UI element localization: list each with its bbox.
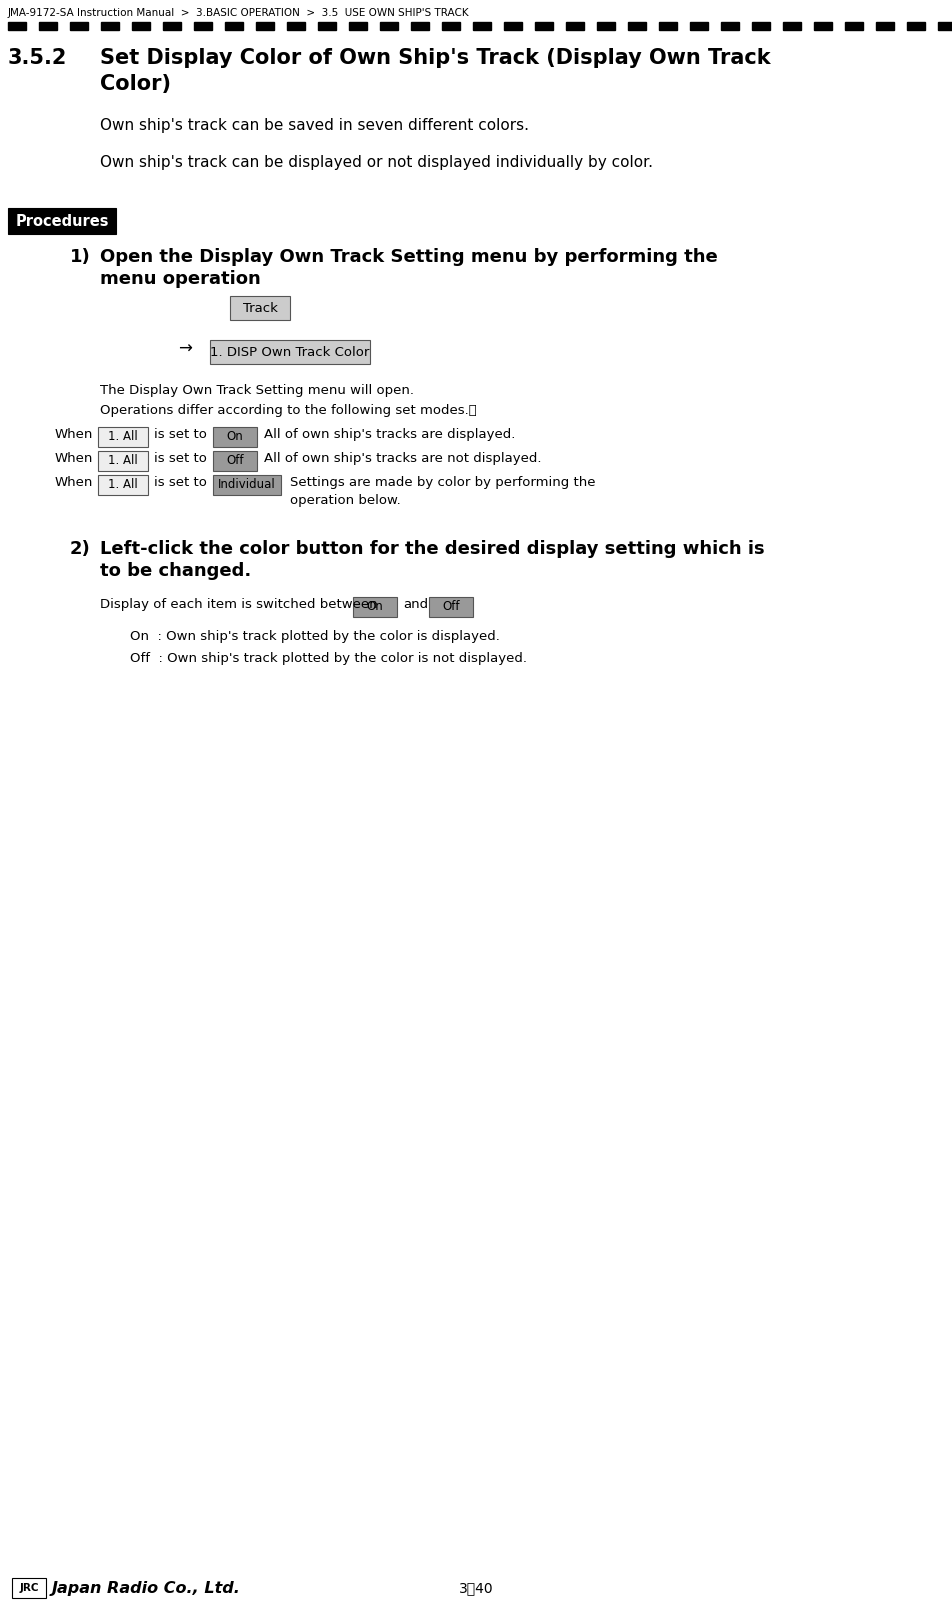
Bar [690, 23, 708, 31]
Bar [39, 23, 57, 31]
Text: Off: Off [443, 601, 460, 614]
Text: and: and [403, 598, 428, 611]
Text: All of own ship's tracks are not displayed.: All of own ship's tracks are not display… [264, 452, 542, 465]
Bar [225, 23, 243, 31]
Bar [938, 23, 952, 31]
Bar [318, 23, 336, 31]
Text: menu operation: menu operation [100, 271, 261, 288]
Bar [380, 23, 398, 31]
Bar [504, 23, 522, 31]
Text: 2): 2) [70, 539, 90, 557]
Text: 1. All: 1. All [109, 455, 138, 468]
Bar [349, 23, 367, 31]
Text: On: On [367, 601, 384, 614]
Bar [287, 23, 305, 31]
Text: Color): Color) [100, 75, 171, 94]
FancyBboxPatch shape [213, 450, 257, 471]
Text: Japan Radio Co., Ltd.: Japan Radio Co., Ltd. [52, 1581, 241, 1596]
FancyBboxPatch shape [429, 598, 473, 617]
FancyBboxPatch shape [210, 340, 370, 364]
Text: 1. DISP Own Track Color: 1. DISP Own Track Color [210, 345, 369, 358]
Text: 1): 1) [70, 248, 90, 266]
Bar [132, 23, 150, 31]
Bar [163, 23, 181, 31]
Text: Settings are made by color by performing the: Settings are made by color by performing… [290, 476, 596, 489]
Text: Own ship's track can be saved in seven different colors.: Own ship's track can be saved in seven d… [100, 118, 529, 133]
Bar [256, 23, 274, 31]
Text: The Display Own Track Setting menu will open.: The Display Own Track Setting menu will … [100, 384, 414, 397]
Bar [70, 23, 88, 31]
FancyBboxPatch shape [213, 428, 257, 447]
Text: Own ship's track can be displayed or not displayed individually by color.: Own ship's track can be displayed or not… [100, 156, 653, 170]
Bar [628, 23, 646, 31]
Bar [8, 23, 26, 31]
Text: 3.5.2: 3.5.2 [8, 49, 68, 68]
Text: 3－40: 3－40 [459, 1581, 493, 1596]
Bar [752, 23, 770, 31]
Bar [597, 23, 615, 31]
FancyBboxPatch shape [213, 475, 281, 496]
Text: JRC: JRC [19, 1583, 39, 1592]
Text: On: On [227, 431, 244, 444]
Bar [566, 23, 584, 31]
Text: 1. All: 1. All [109, 478, 138, 491]
Bar [473, 23, 491, 31]
Text: Off: Off [227, 455, 244, 468]
Text: is set to: is set to [154, 428, 207, 441]
Text: All of own ship's tracks are displayed.: All of own ship's tracks are displayed. [264, 428, 515, 441]
Text: JMA-9172-SA Instruction Manual  >  3.BASIC OPERATION  >  3.5  USE OWN SHIP'S TRA: JMA-9172-SA Instruction Manual > 3.BASIC… [8, 8, 469, 18]
Text: →: → [178, 340, 192, 358]
Bar [907, 23, 925, 31]
Bar [845, 23, 863, 31]
Bar [411, 23, 429, 31]
Text: is set to: is set to [154, 476, 207, 489]
Bar [194, 23, 212, 31]
Text: When: When [55, 452, 93, 465]
Bar [876, 23, 894, 31]
Bar [442, 23, 460, 31]
FancyBboxPatch shape [230, 296, 290, 321]
Text: Individual: Individual [218, 478, 276, 491]
Text: Left-click the color button for the desired display setting which is: Left-click the color button for the desi… [100, 539, 764, 557]
FancyBboxPatch shape [8, 207, 116, 233]
Text: Procedures: Procedures [15, 214, 109, 228]
FancyBboxPatch shape [98, 428, 148, 447]
Text: On  : Own ship's track plotted by the color is displayed.: On : Own ship's track plotted by the col… [130, 630, 500, 643]
Text: Track: Track [243, 301, 277, 314]
FancyBboxPatch shape [98, 475, 148, 496]
Text: is set to: is set to [154, 452, 207, 465]
FancyBboxPatch shape [12, 1578, 46, 1597]
Text: Operations differ according to the following set modes.。: Operations differ according to the follo… [100, 403, 477, 416]
FancyBboxPatch shape [98, 450, 148, 471]
Bar [659, 23, 677, 31]
Text: Set Display Color of Own Ship's Track (Display Own Track: Set Display Color of Own Ship's Track (D… [100, 49, 770, 68]
Text: 1. All: 1. All [109, 431, 138, 444]
Text: operation below.: operation below. [290, 494, 401, 507]
Text: Display of each item is switched between: Display of each item is switched between [100, 598, 378, 611]
Text: When: When [55, 428, 93, 441]
Bar [783, 23, 801, 31]
Bar [535, 23, 553, 31]
Bar [721, 23, 739, 31]
Bar [814, 23, 832, 31]
Text: When: When [55, 476, 93, 489]
Text: to be changed.: to be changed. [100, 562, 251, 580]
FancyBboxPatch shape [353, 598, 397, 617]
Text: Off  : Own ship's track plotted by the color is not displayed.: Off : Own ship's track plotted by the co… [130, 651, 527, 664]
Bar [101, 23, 119, 31]
Text: Open the Display Own Track Setting menu by performing the: Open the Display Own Track Setting menu … [100, 248, 718, 266]
